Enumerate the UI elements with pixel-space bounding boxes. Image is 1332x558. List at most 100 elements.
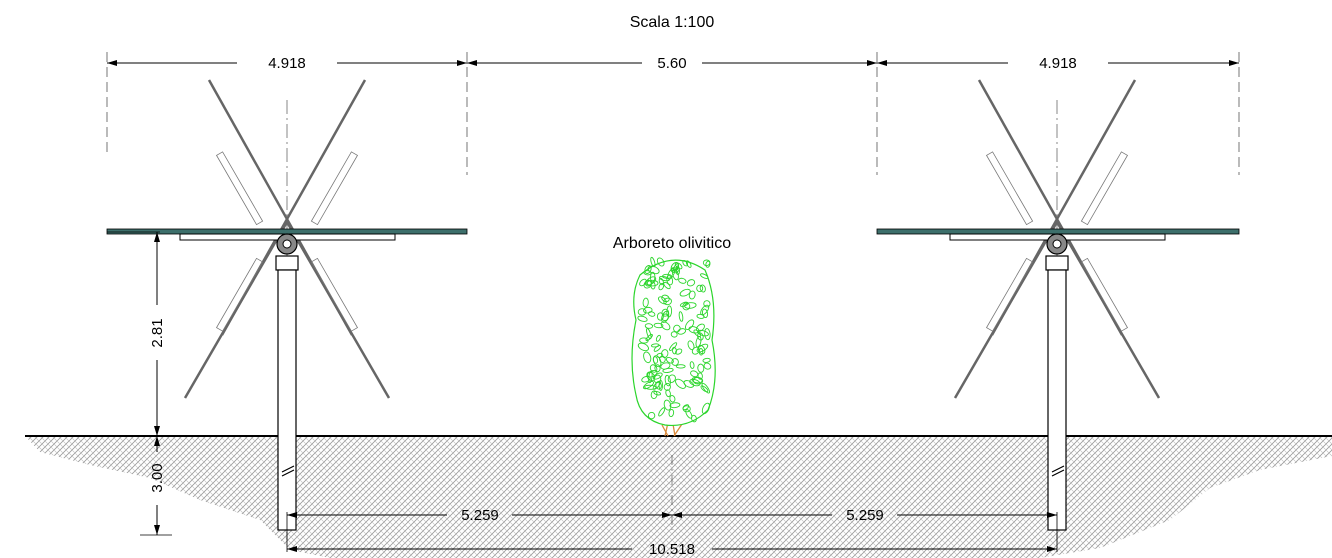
- olive-leaf: [650, 256, 656, 268]
- olive-leaf: [647, 411, 656, 420]
- olive-leaf: [643, 351, 652, 364]
- olive-leaf: [652, 372, 663, 380]
- olive-leaf: [666, 305, 673, 318]
- olive-leaf: [656, 312, 664, 321]
- olive-leaf: [689, 361, 695, 369]
- olive-leaf: [675, 348, 683, 355]
- olive-leaf: [654, 364, 661, 373]
- olive-leaf: [695, 336, 702, 348]
- dim-right-span: 4.918: [1039, 55, 1077, 72]
- bottom-dimensions: 5.259 5.259 10.518: [286, 455, 1058, 558]
- olive-leaf: [652, 380, 661, 390]
- olive-leaf: [675, 378, 686, 389]
- tree-label: Arboreto olivitico: [613, 235, 731, 252]
- olive-leaf: [697, 372, 703, 380]
- olive-leaf: [649, 364, 658, 373]
- olive-leaf: [661, 310, 670, 323]
- left-pile: [277, 269, 297, 531]
- top-dimension-chain: 4.918 5.60 4.918: [107, 55, 1239, 72]
- olive-leaf: [658, 275, 670, 282]
- olive-leaf: [699, 284, 706, 293]
- extension-lines: [106, 52, 1240, 175]
- ground-hatch: [25, 436, 1332, 558]
- olive-leaf: [682, 302, 691, 311]
- olive-leaf: [670, 261, 679, 272]
- olive-leaf: [666, 275, 674, 286]
- olive-leaf: [685, 319, 695, 330]
- olive-leaf: [669, 342, 678, 351]
- olive-leaf: [669, 402, 681, 409]
- olive-leaf: [702, 259, 711, 267]
- olive-leaf: [650, 343, 660, 348]
- olive-leaf: [703, 300, 711, 308]
- olive-tree-trunk: [661, 417, 683, 437]
- olive-leaf: [639, 278, 647, 287]
- olive-tree: [631, 256, 716, 437]
- olive-leaf: [645, 276, 657, 286]
- olive-leaf: [677, 328, 687, 335]
- left-pile-head: [275, 255, 299, 271]
- olive-leaf: [678, 311, 684, 322]
- olive-leaf: [642, 381, 655, 390]
- olive-leaf: [663, 297, 672, 306]
- left-tracker: [106, 79, 468, 540]
- olive-leaf: [641, 375, 651, 383]
- right-arm-outlines: [985, 151, 1129, 332]
- ground: [25, 435, 1332, 558]
- olive-leaf: [691, 346, 700, 355]
- dim-half-left: 5.259: [461, 507, 499, 524]
- olive-leaf: [648, 311, 656, 317]
- olive-leaf: [646, 371, 656, 382]
- olive-leaf: [670, 331, 678, 338]
- dim-pile-spacing: 10.518: [649, 541, 695, 558]
- right-pile-head: [1045, 255, 1069, 271]
- olive-leaf: [675, 364, 686, 369]
- olive-leaf: [653, 322, 664, 329]
- olive-leaf: [688, 290, 696, 300]
- olive-leaf: [671, 358, 679, 366]
- dim-half-right: 5.259: [846, 507, 884, 524]
- dim-pile-depth: 3.00: [149, 463, 166, 492]
- olive-leaf: [683, 380, 695, 388]
- olive-leaf: [648, 371, 653, 384]
- olive-leaf: [660, 362, 671, 370]
- right-solar-panel: [876, 228, 1240, 235]
- olive-leaf: [646, 279, 659, 287]
- olive-leaf: [665, 357, 674, 364]
- olive-leaf: [665, 389, 671, 398]
- olive-leaf: [652, 356, 659, 364]
- olive-leaf: [644, 384, 657, 390]
- olive-leaf: [701, 402, 710, 415]
- olive-leaf: [658, 282, 665, 291]
- left-rotation-arms: [183, 79, 391, 399]
- olive-leaf: [686, 279, 696, 287]
- olive-leaf: [656, 257, 665, 267]
- olive-leaf: [663, 382, 671, 391]
- olive-leaf: [682, 405, 691, 413]
- dim-pile-height: 2.81: [149, 318, 166, 347]
- olive-leaf: [637, 342, 649, 352]
- olive-leaf: [682, 260, 689, 267]
- olive-leaf: [696, 284, 704, 293]
- olive-leaf: [699, 273, 709, 279]
- olive-leaf: [669, 395, 676, 403]
- olive-leaf: [704, 328, 711, 341]
- olive-leaf: [679, 288, 691, 297]
- right-tracker: [876, 79, 1240, 540]
- olive-leaf: [691, 414, 697, 423]
- vertical-dimensions: 2.81 3.00: [107, 231, 172, 536]
- olive-leaf: [675, 265, 680, 276]
- olive-leaf: [644, 265, 652, 274]
- olive-leaf: [658, 296, 667, 305]
- olive-leaf: [702, 357, 711, 363]
- olive-leaf: [644, 323, 654, 329]
- olive-leaf: [663, 399, 672, 411]
- right-pile: [1047, 269, 1067, 531]
- olive-leaf: [688, 326, 700, 334]
- olive-leaf: [700, 304, 710, 316]
- olive-leaf: [661, 349, 669, 359]
- olive-leaf: [700, 385, 709, 393]
- dim-row-gap: 5.60: [657, 55, 686, 72]
- olive-leaf: [646, 328, 652, 340]
